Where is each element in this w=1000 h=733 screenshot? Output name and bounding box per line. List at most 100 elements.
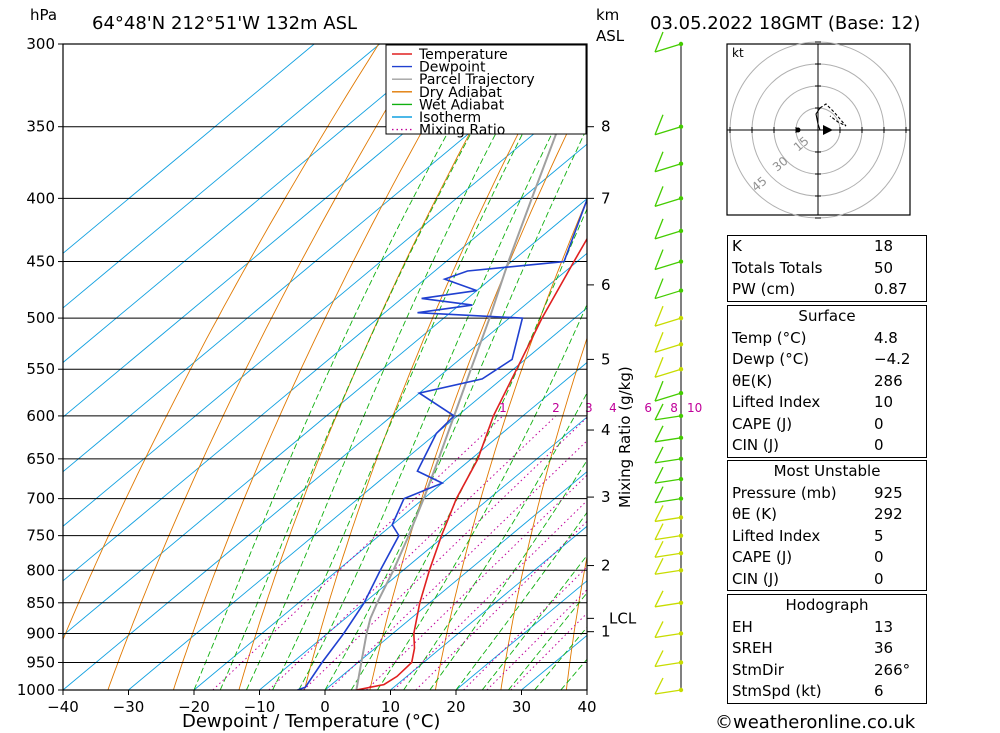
wind-barb-shaft xyxy=(654,437,682,443)
most-unstable-value: 292 xyxy=(874,505,903,523)
copyright-text: ©weatheronline.co.uk xyxy=(715,712,916,733)
legend-label: Temperature xyxy=(418,47,508,63)
wind-barb-flag xyxy=(654,425,664,443)
pressure-tick-label: 1000 xyxy=(17,681,55,699)
x-tick-label: −30 xyxy=(113,698,145,716)
hodograph-label: SREH xyxy=(732,639,773,657)
wet-adiabat-line xyxy=(508,592,587,690)
x-axis-ticks: −40 −30 −20 −10 0 10 20 30 40 xyxy=(47,690,597,716)
dry-adiabat-line xyxy=(500,336,587,690)
x-tick-label: 20 xyxy=(446,698,465,716)
wet-adiabat-line xyxy=(403,392,587,690)
wind-level-dot xyxy=(678,390,684,396)
km-tick-label: LCL xyxy=(609,609,637,627)
isotherm-line xyxy=(63,44,380,309)
surface-value: −4.2 xyxy=(874,350,911,368)
wind-barb-shaft xyxy=(654,392,682,402)
wind-barb-flag xyxy=(654,677,664,695)
hodograph-label: StmSpd (kt) xyxy=(732,682,822,700)
x-tick-label: 10 xyxy=(381,698,400,716)
pressure-unit-label: hPa xyxy=(30,6,57,24)
mixing-ratio-label: 8 xyxy=(670,401,678,415)
wind-barb-shaft xyxy=(654,602,682,608)
dry-adiabat-line xyxy=(172,44,473,690)
wet-adiabat-line xyxy=(272,44,570,690)
dewpoint-line xyxy=(297,197,587,690)
index-label: PW (cm) xyxy=(732,280,796,298)
hodograph-label: StmDir xyxy=(732,660,784,679)
most-unstable-value: 0 xyxy=(874,548,884,566)
wind-barb-flag xyxy=(654,650,664,667)
dry-adiabat-line xyxy=(953,26,1000,690)
isotherm-line xyxy=(324,471,587,690)
surface-value: 0 xyxy=(874,414,884,433)
background-lines xyxy=(63,26,1000,690)
dry-adiabat-line xyxy=(565,554,587,690)
most-unstable-table: Most Unstable Pressure (mb) 925 θE (K) 292… xyxy=(727,460,927,591)
isobars xyxy=(63,43,587,691)
km-tick-label: 7 xyxy=(601,189,611,207)
mixing-ratio-label: 4 xyxy=(609,401,617,415)
most-unstable-label: Lifted Index xyxy=(732,526,821,545)
wind-barb-shaft xyxy=(654,689,682,695)
pressure-tick-label: 600 xyxy=(26,407,55,425)
km-tick-label: 8 xyxy=(601,118,611,136)
mixing-ratio-axis-label: Mixing Ratio (g/kg) xyxy=(616,366,634,508)
isotherm-line xyxy=(63,44,446,364)
wind-barb-flag xyxy=(654,505,664,522)
wind-barb-flag xyxy=(654,218,664,240)
legend-box xyxy=(385,44,587,135)
wind-barb-flag xyxy=(654,486,664,503)
pressure-tick-label: 300 xyxy=(26,35,55,53)
km-tick-label: 6 xyxy=(601,276,611,294)
wet-adiabat-line xyxy=(298,62,587,690)
x-tick-label: −40 xyxy=(47,698,79,716)
pressure-tick-label: 350 xyxy=(26,118,55,136)
surface-label: CIN (J) xyxy=(732,436,780,454)
wet-adiabat-line xyxy=(324,127,587,690)
wind-barb-shaft xyxy=(654,415,682,421)
wind-barb-shaft xyxy=(654,289,682,300)
wind-barb-flag xyxy=(654,540,664,558)
isotherm-line xyxy=(63,143,587,582)
mixing-ratio-label: 6 xyxy=(644,401,652,415)
x-axis-label: Dewpoint / Temperature (°C) xyxy=(182,711,440,732)
km-tick-label: 4 xyxy=(601,421,611,439)
wind-barb-flag xyxy=(654,523,664,540)
wind-barb-shaft xyxy=(654,43,682,53)
wet-adiabat-line xyxy=(455,511,587,690)
wind-barb-shaft xyxy=(654,516,682,523)
wind-barb-shaft xyxy=(654,343,682,353)
wind-barb-flag xyxy=(654,114,664,135)
most-unstable-label: CIN (J) xyxy=(732,569,780,588)
pressure-tick-label: 950 xyxy=(26,653,55,671)
km-tick-label: 3 xyxy=(601,488,611,506)
x-tick-label: −20 xyxy=(178,698,210,716)
profile-lines xyxy=(297,94,587,690)
wet-adiabat-line xyxy=(377,303,587,690)
indices-row: K 18 xyxy=(728,236,927,258)
surface-value: 10 xyxy=(874,393,894,411)
km-tick-label: 2 xyxy=(601,557,611,575)
dry-adiabat-line xyxy=(238,44,519,690)
wet-adiabat-line xyxy=(481,554,587,690)
hodograph-table-title: Hodograph xyxy=(785,596,869,614)
wind-barb-flag xyxy=(654,31,664,53)
x-tick-label: 0 xyxy=(320,698,330,716)
legend-label: Dry Adiabat xyxy=(419,85,502,101)
isotherm-line xyxy=(63,252,587,690)
index-value: 50 xyxy=(874,258,894,277)
pressure-tick-label: 400 xyxy=(26,189,55,207)
wind-barb-shaft xyxy=(654,230,682,240)
pressure-tick-label: 650 xyxy=(26,450,55,468)
isotherm-line xyxy=(455,580,587,690)
wind-profile xyxy=(654,31,684,695)
wind-barb-flag xyxy=(654,356,664,378)
wind-barb-flag xyxy=(654,466,664,484)
x-tick-label: −10 xyxy=(244,698,276,716)
surface-label: CAPE (J) xyxy=(732,414,793,433)
wet-adiabat-line xyxy=(193,44,498,690)
x-tick-label: 30 xyxy=(512,698,531,716)
plot-frame xyxy=(62,43,588,691)
dry-adiabat-line xyxy=(107,44,426,690)
